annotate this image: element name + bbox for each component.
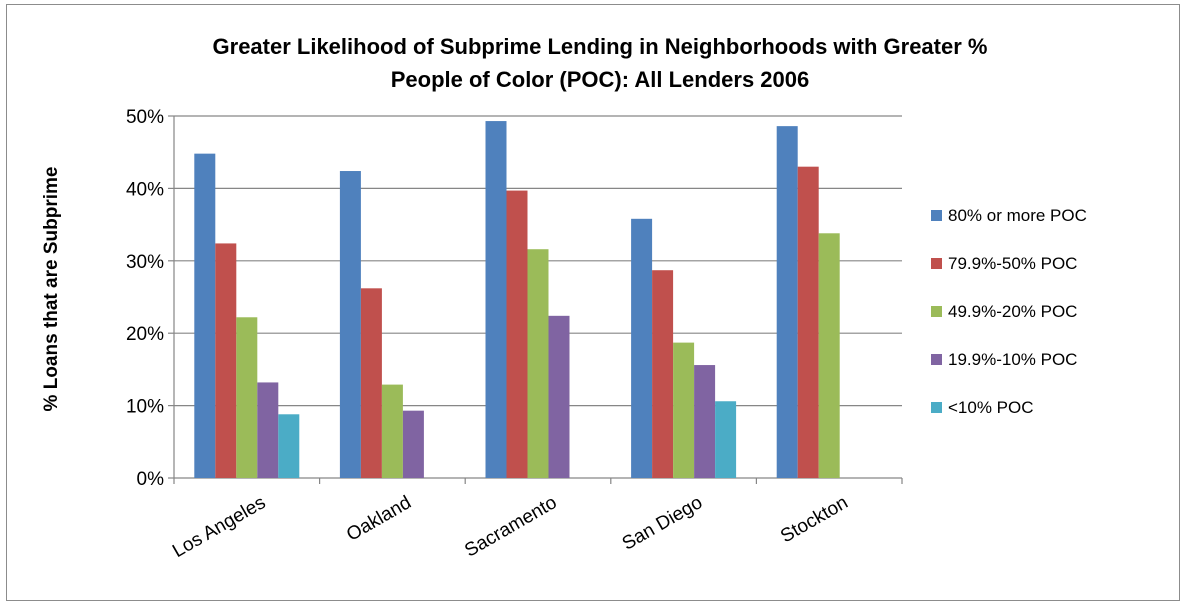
bar — [548, 315, 570, 478]
legend-label: 80% or more POC — [948, 206, 1087, 225]
x-tick-label: Oakland — [343, 492, 415, 546]
bar — [715, 401, 737, 478]
y-tick-label: 30% — [126, 252, 164, 273]
bar — [215, 243, 237, 478]
bar — [402, 410, 424, 478]
legend-label: 79.9%-50% POC — [948, 254, 1077, 273]
y-axis-ticks: 0% 10% 20% 30% 40% 50% — [126, 107, 164, 490]
bar — [194, 153, 216, 478]
bar — [381, 384, 403, 478]
y-axis-label: % Loans that are Subprime — [41, 167, 62, 412]
legend-label: 19.9%-10% POC — [948, 350, 1077, 369]
bar — [694, 365, 716, 478]
x-tick-label: Sacramento — [461, 492, 560, 561]
x-tick-label: Stockton — [777, 492, 852, 547]
bar — [776, 126, 798, 479]
bar — [631, 218, 653, 479]
legend-swatch — [931, 402, 942, 413]
bar — [278, 414, 300, 478]
bar — [527, 249, 549, 478]
legend-swatch — [931, 258, 942, 269]
bar — [485, 121, 507, 479]
bar — [818, 233, 840, 478]
x-axis-ticks: Los Angeles Oakland Sacramento San Diego Sto… — [169, 492, 852, 562]
chart-title-line2: People of Color (POC): All Lenders 2006 — [391, 67, 809, 92]
legend-label: 49.9%-20% POC — [948, 302, 1077, 321]
x-tick-label: Los Angeles — [169, 492, 269, 562]
bar — [797, 166, 819, 478]
bar — [339, 171, 361, 479]
y-tick-label: 50% — [126, 107, 164, 128]
chart-canvas: Greater Likelihood of Subprime Lending i… — [41, 34, 1087, 562]
y-tick-label: 0% — [137, 469, 165, 490]
chart-frame: Greater Likelihood of Subprime Lending i… — [6, 4, 1180, 601]
legend: 80% or more POC 79.9%-50% POC 49.9%-20% PO… — [931, 206, 1087, 417]
legend-label: <10% POC — [948, 398, 1034, 417]
legend-swatch — [931, 354, 942, 365]
bar — [360, 288, 382, 478]
bars — [194, 121, 840, 479]
bar — [673, 342, 695, 478]
y-tick-label: 40% — [126, 179, 164, 200]
x-tick-label: San Diego — [619, 492, 706, 555]
bar — [506, 190, 528, 478]
bar — [652, 270, 674, 478]
bar — [236, 317, 258, 478]
legend-swatch — [931, 210, 942, 221]
y-tick-label: 20% — [126, 324, 164, 345]
chart-title-line1: Greater Likelihood of Subprime Lending i… — [213, 34, 988, 59]
y-tick-label: 10% — [126, 397, 164, 418]
legend-swatch — [931, 306, 942, 317]
bar — [257, 382, 279, 478]
